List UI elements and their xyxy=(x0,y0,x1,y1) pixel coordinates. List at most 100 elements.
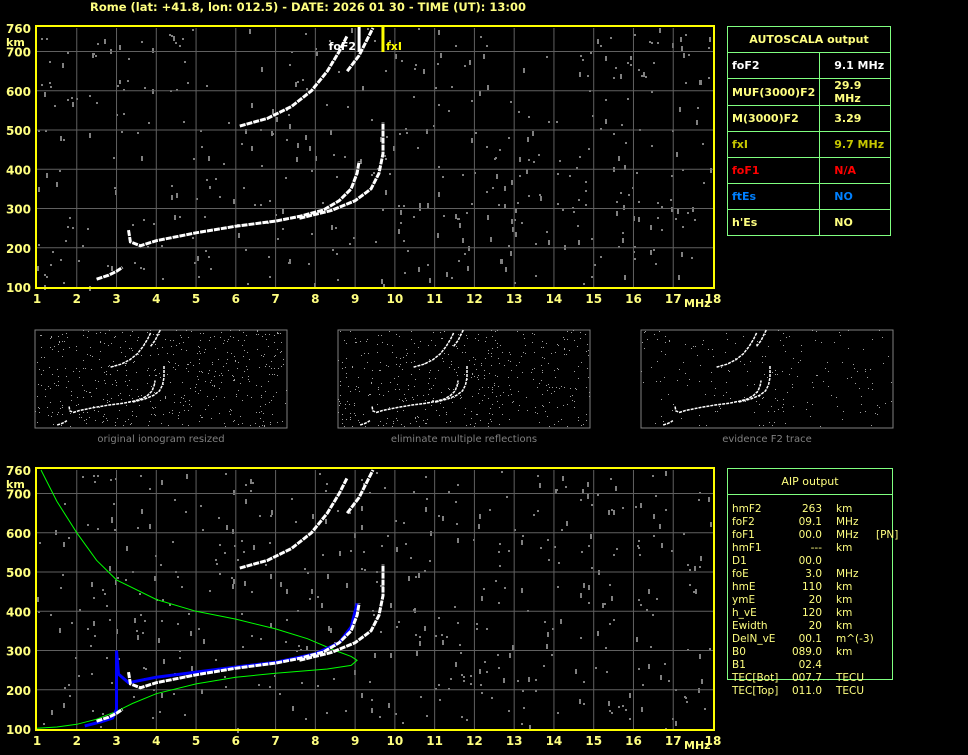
noise-dot xyxy=(62,405,63,406)
noise-dot xyxy=(508,377,509,378)
noise-dot xyxy=(160,564,162,566)
noise-dot xyxy=(526,397,527,398)
noise-dot xyxy=(155,375,156,376)
noise-dot xyxy=(492,187,494,189)
noise-dot xyxy=(525,353,526,354)
noise-dot xyxy=(759,425,760,426)
noise-dot xyxy=(251,591,253,593)
noise-dot xyxy=(446,422,447,423)
noise-dot xyxy=(250,479,252,484)
noise-dot xyxy=(247,395,248,396)
thumbnail-trace xyxy=(435,365,468,403)
noise-dot xyxy=(567,404,568,405)
y-tick-label: 400 xyxy=(6,163,31,177)
noise-dot xyxy=(189,400,190,401)
noise-dot xyxy=(198,276,200,278)
noise-dot xyxy=(498,602,500,604)
thumbnail-frame xyxy=(337,329,591,429)
noise-dot xyxy=(281,351,282,352)
noise-dot xyxy=(176,89,178,91)
noise-dot xyxy=(312,514,314,519)
aip-unit: m^(-3) xyxy=(836,633,874,645)
aip-extra: [PN] xyxy=(876,529,899,541)
noise-dot xyxy=(693,346,694,347)
noise-dot xyxy=(511,394,512,395)
noise-dot xyxy=(51,710,53,715)
noise-dot xyxy=(524,338,525,339)
noise-dot xyxy=(316,51,318,56)
noise-dot xyxy=(575,388,576,389)
noise-dot xyxy=(50,264,52,266)
noise-dot xyxy=(283,359,284,360)
noise-dot xyxy=(433,125,435,127)
noise-dot xyxy=(99,407,100,408)
noise-dot xyxy=(296,157,298,162)
noise-dot xyxy=(233,199,235,204)
autoscala-row: fxI 9.7 MHz xyxy=(726,131,891,158)
noise-dot xyxy=(240,416,241,417)
noise-dot xyxy=(277,422,278,423)
noise-dot xyxy=(512,402,513,403)
noise-dot xyxy=(340,381,341,382)
noise-dot xyxy=(555,377,556,378)
noise-dot xyxy=(289,124,291,129)
noise-dot xyxy=(346,419,347,420)
noise-dot xyxy=(622,705,624,707)
noise-dot xyxy=(127,80,129,82)
noise-dot xyxy=(744,364,745,365)
autoscala-row: foF2 9.1 MHz xyxy=(726,52,891,79)
noise-dot xyxy=(337,279,339,281)
noise-dot xyxy=(442,640,444,645)
noise-dot xyxy=(250,425,251,426)
noise-dot xyxy=(583,681,585,683)
noise-dot xyxy=(774,422,775,423)
noise-dot xyxy=(628,194,630,196)
noise-dot xyxy=(446,272,448,277)
noise-dot xyxy=(326,483,328,485)
row-label: foF2 xyxy=(726,52,821,79)
noise-dot xyxy=(225,426,226,427)
noise-dot xyxy=(277,238,279,240)
noise-dot xyxy=(461,397,462,398)
noise-dot xyxy=(228,370,229,371)
noise-dot xyxy=(691,348,692,349)
noise-dot xyxy=(257,331,258,332)
noise-dot xyxy=(539,194,541,196)
noise-dot xyxy=(198,393,199,394)
noise-dot xyxy=(219,573,221,575)
noise-dot xyxy=(786,337,787,338)
noise-dot xyxy=(651,91,653,93)
noise-dot xyxy=(188,364,189,365)
noise-dot xyxy=(232,584,234,589)
noise-dot xyxy=(686,701,688,703)
noise-dot xyxy=(60,136,62,141)
noise-dot xyxy=(505,267,507,272)
noise-dot xyxy=(309,598,311,600)
noise-dot xyxy=(566,354,567,355)
noise-dot xyxy=(397,420,398,421)
noise-dot xyxy=(286,390,287,391)
noise-dot xyxy=(147,246,149,248)
noise-dot xyxy=(89,133,91,138)
noise-dot xyxy=(256,385,257,386)
noise-dot xyxy=(340,395,341,396)
noise-dot xyxy=(785,351,786,352)
noise-dot xyxy=(438,192,440,197)
autoscala-output-table: AUTOSCALA output foF2 9.1 MHz MUF(3000)F2 2… xyxy=(726,26,891,236)
noise-dot xyxy=(125,341,126,342)
noise-dot xyxy=(537,510,539,512)
noise-dot xyxy=(60,259,62,261)
noise-dot xyxy=(837,406,838,407)
noise-dot xyxy=(214,376,215,377)
noise-dot xyxy=(438,104,440,106)
noise-dot xyxy=(532,342,533,343)
noise-dot xyxy=(285,641,287,643)
noise-dot xyxy=(543,347,544,348)
noise-dot xyxy=(162,599,164,601)
noise-dot xyxy=(242,377,243,378)
noise-dot xyxy=(813,387,814,388)
noise-dot xyxy=(126,363,127,364)
noise-dot xyxy=(654,334,655,335)
noise-dot xyxy=(171,195,173,200)
noise-dot xyxy=(653,514,655,519)
